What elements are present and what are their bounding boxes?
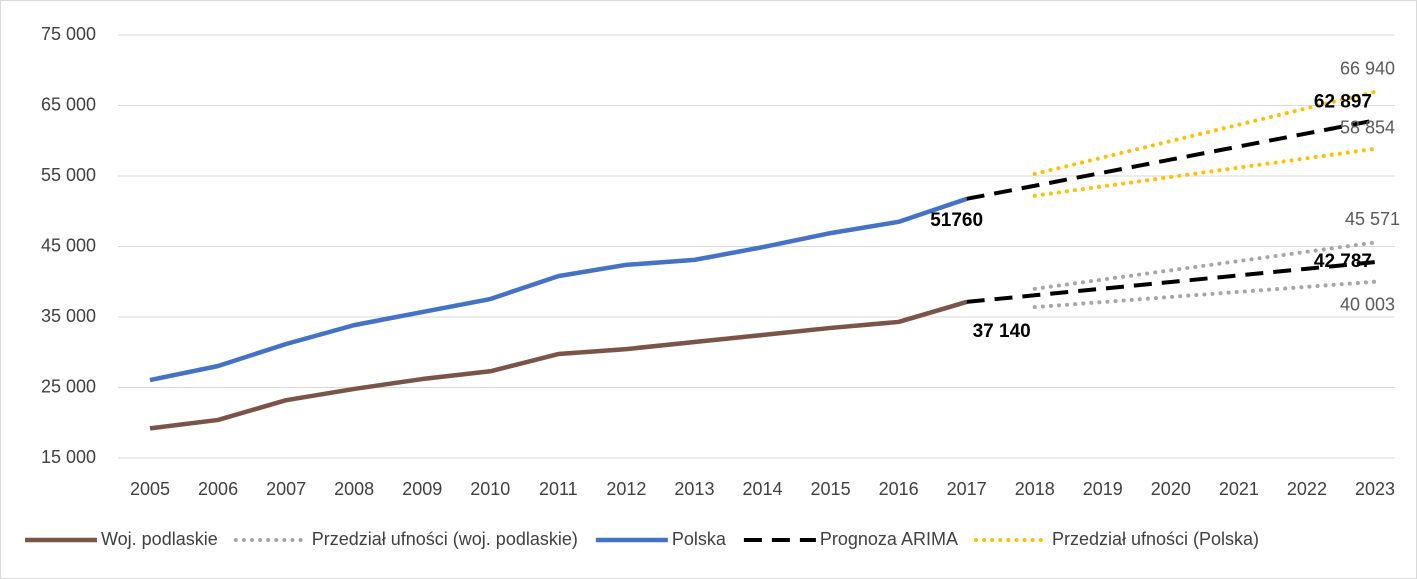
series-line: [966, 260, 1376, 304]
series-line: [966, 118, 1376, 201]
legend-label: Przedział ufności (woj. podlaskie): [312, 529, 578, 549]
data-label: 42 787: [1314, 251, 1372, 272]
legend-label: Przedział ufności (Polska): [1052, 529, 1259, 549]
x-tick-label: 2006: [198, 479, 238, 499]
x-tick-label: 2022: [1287, 479, 1327, 499]
x-tick-label: 2010: [470, 479, 510, 499]
x-tick-label: 2011: [539, 479, 578, 499]
y-tick-label: 55 000: [41, 165, 96, 185]
x-tick-label: 2007: [266, 479, 306, 499]
y-tick-label: 35 000: [41, 306, 96, 326]
series-line: [149, 299, 968, 431]
x-tick-label: 2005: [130, 479, 170, 499]
legend-label: Woj. podlaskie: [101, 529, 218, 549]
data-label: 58 854: [1340, 118, 1395, 138]
data-label: 45 571: [1345, 209, 1400, 229]
legend-label: Polska: [672, 529, 727, 549]
x-tick-label: 2019: [1083, 479, 1123, 499]
data-label: 40 003: [1340, 294, 1395, 314]
x-tick-label: 2013: [674, 479, 714, 499]
data-label: 66 940: [1340, 59, 1395, 79]
x-tick-label: 2008: [334, 479, 374, 499]
legend-label: Prognoza ARIMA: [820, 529, 958, 549]
x-tick-label: 2012: [606, 479, 646, 499]
y-tick-label: 15 000: [41, 447, 96, 467]
x-tick-label: 2018: [1015, 479, 1055, 499]
x-tick-label: 2014: [742, 479, 782, 499]
x-tick-label: 2020: [1151, 479, 1191, 499]
x-tick-label: 2021: [1219, 479, 1259, 499]
x-tick-label: 2016: [879, 479, 919, 499]
series-line: [1032, 240, 1377, 291]
data-label: 62 897: [1314, 91, 1372, 112]
series-line: [1032, 89, 1377, 176]
x-tick-label: 2015: [811, 479, 851, 499]
y-tick-label: 75 000: [41, 24, 96, 44]
data-label: 37 140: [973, 321, 1031, 342]
x-tick-label: 2023: [1355, 479, 1395, 499]
series-line: [1032, 279, 1377, 310]
series-line: [149, 196, 968, 383]
x-tick-label: 2017: [947, 479, 987, 499]
y-tick-label: 65 000: [41, 94, 96, 114]
series-line: [1032, 146, 1377, 198]
y-tick-label: 25 000: [41, 376, 96, 396]
x-tick-label: 2009: [402, 479, 442, 499]
y-tick-label: 45 000: [41, 235, 96, 255]
data-label: 51760: [930, 210, 983, 231]
